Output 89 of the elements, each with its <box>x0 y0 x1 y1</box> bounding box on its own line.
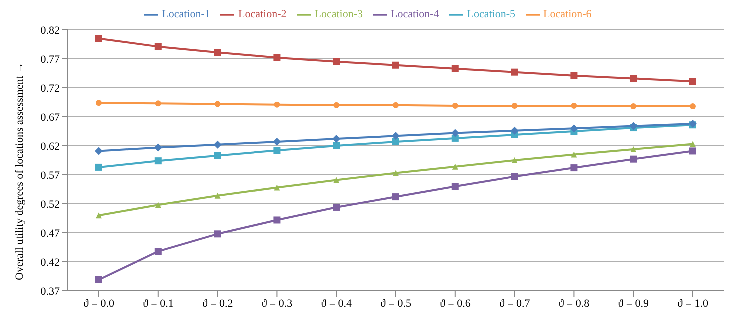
x-tick-label: ϑ = 1.0 <box>678 298 709 310</box>
point <box>274 54 281 62</box>
point <box>273 138 282 146</box>
point <box>96 100 102 106</box>
point <box>510 126 519 135</box>
point <box>690 141 696 148</box>
y-axis-title: Overall utility degrees of locations assessment → <box>14 62 26 280</box>
point <box>214 101 221 108</box>
point <box>630 156 638 163</box>
x-tick-label: ϑ = 0.0 <box>84 298 115 310</box>
point <box>154 144 162 152</box>
point <box>630 146 637 152</box>
point <box>452 65 459 72</box>
y-tick-label: 0.57 <box>40 170 60 182</box>
point <box>332 135 341 144</box>
y-tick-label: 0.52 <box>40 198 60 211</box>
x-tick-label: ϑ = 0.4 <box>321 298 353 310</box>
legend-label: Location-3 <box>314 8 363 21</box>
point <box>154 158 162 165</box>
point <box>155 202 162 208</box>
point <box>154 248 162 256</box>
point <box>512 102 518 109</box>
point <box>511 173 518 180</box>
point <box>452 134 459 142</box>
point <box>571 152 578 158</box>
point <box>96 212 102 219</box>
point <box>452 102 458 109</box>
point <box>452 164 458 170</box>
point <box>214 152 222 160</box>
x-tick-label: ϑ = 0.6 <box>440 298 472 310</box>
point <box>570 124 578 133</box>
x-tick-label: ϑ = 0.1 <box>142 298 174 310</box>
x-tick-label: ϑ = 0.9 <box>618 298 650 310</box>
y-tick-label: 0.47 <box>40 228 60 240</box>
y-tick-label: 0.82 <box>40 24 60 37</box>
y-tick-label: 0.42 <box>40 256 60 269</box>
y-tick-label: 0.67 <box>40 112 60 124</box>
y-tick-label: 0.77 <box>40 54 60 66</box>
point <box>214 49 222 56</box>
point <box>274 102 280 108</box>
point <box>333 142 340 150</box>
legend-label: Location-4 <box>391 8 440 21</box>
point <box>95 147 103 156</box>
point <box>571 102 578 109</box>
y-tick-label: 0.72 <box>40 82 60 95</box>
point <box>630 122 638 130</box>
point <box>214 140 222 149</box>
point <box>392 138 400 146</box>
point <box>690 78 696 86</box>
point <box>334 102 340 108</box>
point <box>451 129 460 138</box>
point <box>333 58 340 66</box>
point <box>154 43 162 50</box>
point <box>570 164 578 172</box>
point <box>214 192 221 199</box>
point <box>393 102 399 108</box>
y-tick-label: 0.62 <box>40 140 60 153</box>
point <box>214 230 222 238</box>
point <box>512 158 518 164</box>
x-tick-label: ϑ = 0.3 <box>262 298 294 310</box>
point <box>690 104 696 110</box>
point <box>690 148 696 155</box>
point <box>630 75 638 82</box>
point <box>334 177 340 184</box>
point <box>96 164 102 171</box>
legend-label: Location-1 <box>162 8 210 21</box>
point <box>333 204 340 211</box>
point <box>393 170 399 176</box>
x-tick-label: ϑ = 0.8 <box>558 298 590 310</box>
point <box>452 183 459 190</box>
point <box>630 104 637 110</box>
point <box>274 184 280 191</box>
point <box>96 276 102 284</box>
y-tick-label: 0.37 <box>40 286 60 298</box>
x-tick-label: ϑ = 0.5 <box>380 298 412 310</box>
legend-label: Location-6 <box>544 8 592 21</box>
point <box>274 147 281 154</box>
point <box>570 72 578 80</box>
point <box>274 216 281 224</box>
x-tick-label: ϑ = 0.2 <box>202 298 234 310</box>
legend-label: Location-2 <box>238 8 287 21</box>
point <box>511 68 518 76</box>
x-tick-label: ϑ = 0.7 <box>499 298 531 310</box>
point <box>155 100 162 107</box>
legend-label: Location-5 <box>467 8 516 21</box>
point <box>392 132 400 140</box>
point <box>392 194 400 201</box>
point <box>392 62 400 69</box>
point <box>96 35 102 42</box>
